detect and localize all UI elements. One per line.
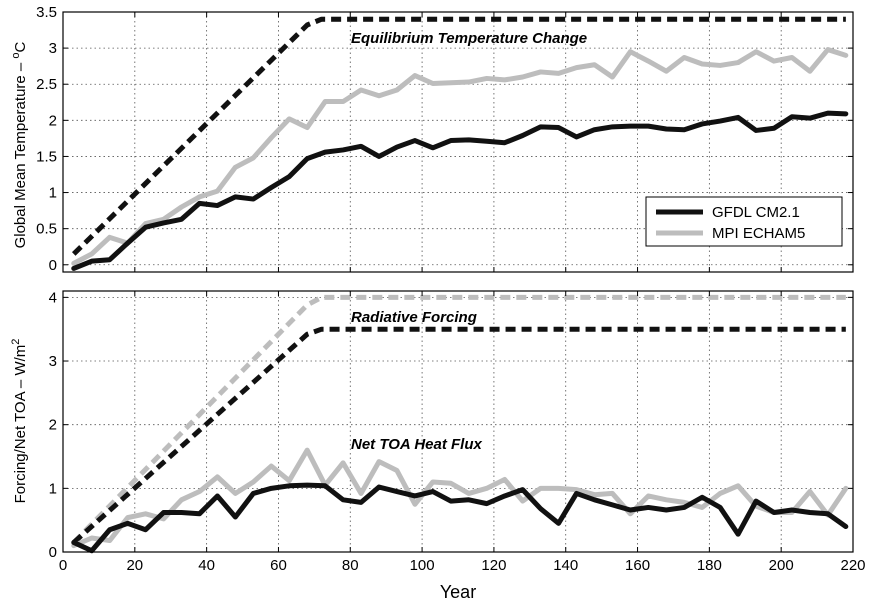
x-tick-label: 140 <box>553 557 578 574</box>
forcing-y-ticks: 0 1 2 3 4 <box>49 289 854 561</box>
x-tick-label: 20 <box>126 557 143 574</box>
forcing-series <box>71 294 849 554</box>
temperature-series-mpi <box>71 47 849 266</box>
temperature-y-tick-label: 0 <box>49 257 57 274</box>
temperature-series-dashed-gfdl <box>72 16 846 256</box>
net-toa-heat-flux-label: Net TOA Heat Flux <box>351 436 483 453</box>
x-tick-label: 120 <box>481 557 506 574</box>
legend-label-mpi: MPI ECHAM5 <box>712 225 805 242</box>
x-tick-label: 60 <box>270 557 287 574</box>
x-ticks: 0 20 40 60 80 100 120 140 160 180 200 220 <box>59 557 866 574</box>
temperature-panel: 0 0.5 1 1.5 2 2.5 3 3.5 Equilibrium Temperature… <box>10 4 854 274</box>
temperature-y-tick-label: 2.5 <box>36 76 57 93</box>
equilibrium-temperature-label: Equilibrium Temperature Change <box>351 30 587 47</box>
temperature-y-axis-title: Global Mean Temperature – oC <box>10 41 29 248</box>
temperature-y-axis-title-unit: C <box>12 41 29 52</box>
x-tick-label: 180 <box>697 557 722 574</box>
forcing-y-axis-title: Forcing/Net TOA – W/m2 <box>10 339 29 504</box>
temperature-series <box>71 16 849 271</box>
x-tick-label: 80 <box>342 557 359 574</box>
temperature-y-tick-label: 1.5 <box>36 148 57 165</box>
temperature-series-gfdl <box>71 110 849 271</box>
forcing-y-axis-title-main: Forcing/Net TOA – W/m <box>12 345 29 504</box>
forcing-plot-frame <box>62 290 854 553</box>
temperature-y-tick-label: 3.5 <box>36 4 57 21</box>
forcing-y-axis-title-superscript: 2 <box>10 339 22 345</box>
forcing-series-dashed-mpi <box>71 294 846 545</box>
temperature-y-tick-label: 3 <box>49 40 57 57</box>
forcing-series-mpi <box>71 447 849 549</box>
forcing-y-tick-label: 2 <box>49 417 57 434</box>
x-axis-title: Year <box>440 582 476 602</box>
temperature-y-ticks: 0 0.5 1 1.5 2 2.5 3 3.5 <box>36 4 854 274</box>
temperature-y-tick-label: 0.5 <box>36 221 57 238</box>
temperature-y-tick-label: 2 <box>49 112 57 129</box>
forcing-y-tick-label: 4 <box>49 289 57 306</box>
forcing-y-tick-label: 3 <box>49 353 57 370</box>
forcing-panel: 0 1 2 3 4 0 20 40 60 80 100 120 140 160 180 200 220 Rad… <box>10 289 866 602</box>
radiative-forcing-label: Radiative Forcing <box>351 309 477 326</box>
x-tick-label: 220 <box>840 557 865 574</box>
x-tick-label: 200 <box>769 557 794 574</box>
x-tick-label: 100 <box>410 557 435 574</box>
x-tick-label: 0 <box>59 557 67 574</box>
forcing-y-tick-label: 1 <box>49 480 57 497</box>
legend: GFDL CM2.1 MPI ECHAM5 <box>645 196 843 247</box>
temperature-y-tick-label: 1 <box>49 185 57 202</box>
temperature-y-axis-title-superscript: o <box>10 52 22 58</box>
forcing-y-tick-label: 0 <box>49 544 57 561</box>
x-tick-label: 160 <box>625 557 650 574</box>
legend-box <box>645 196 843 247</box>
forcing-series-dashed-gfdl <box>72 326 846 545</box>
x-tick-label: 40 <box>198 557 215 574</box>
temperature-y-axis-title-main: Global Mean Temperature – <box>12 59 29 249</box>
legend-label-gfdl: GFDL CM2.1 <box>712 204 800 221</box>
forcing-series-gfdl <box>71 482 849 554</box>
temperature-plot-frame <box>62 11 854 273</box>
